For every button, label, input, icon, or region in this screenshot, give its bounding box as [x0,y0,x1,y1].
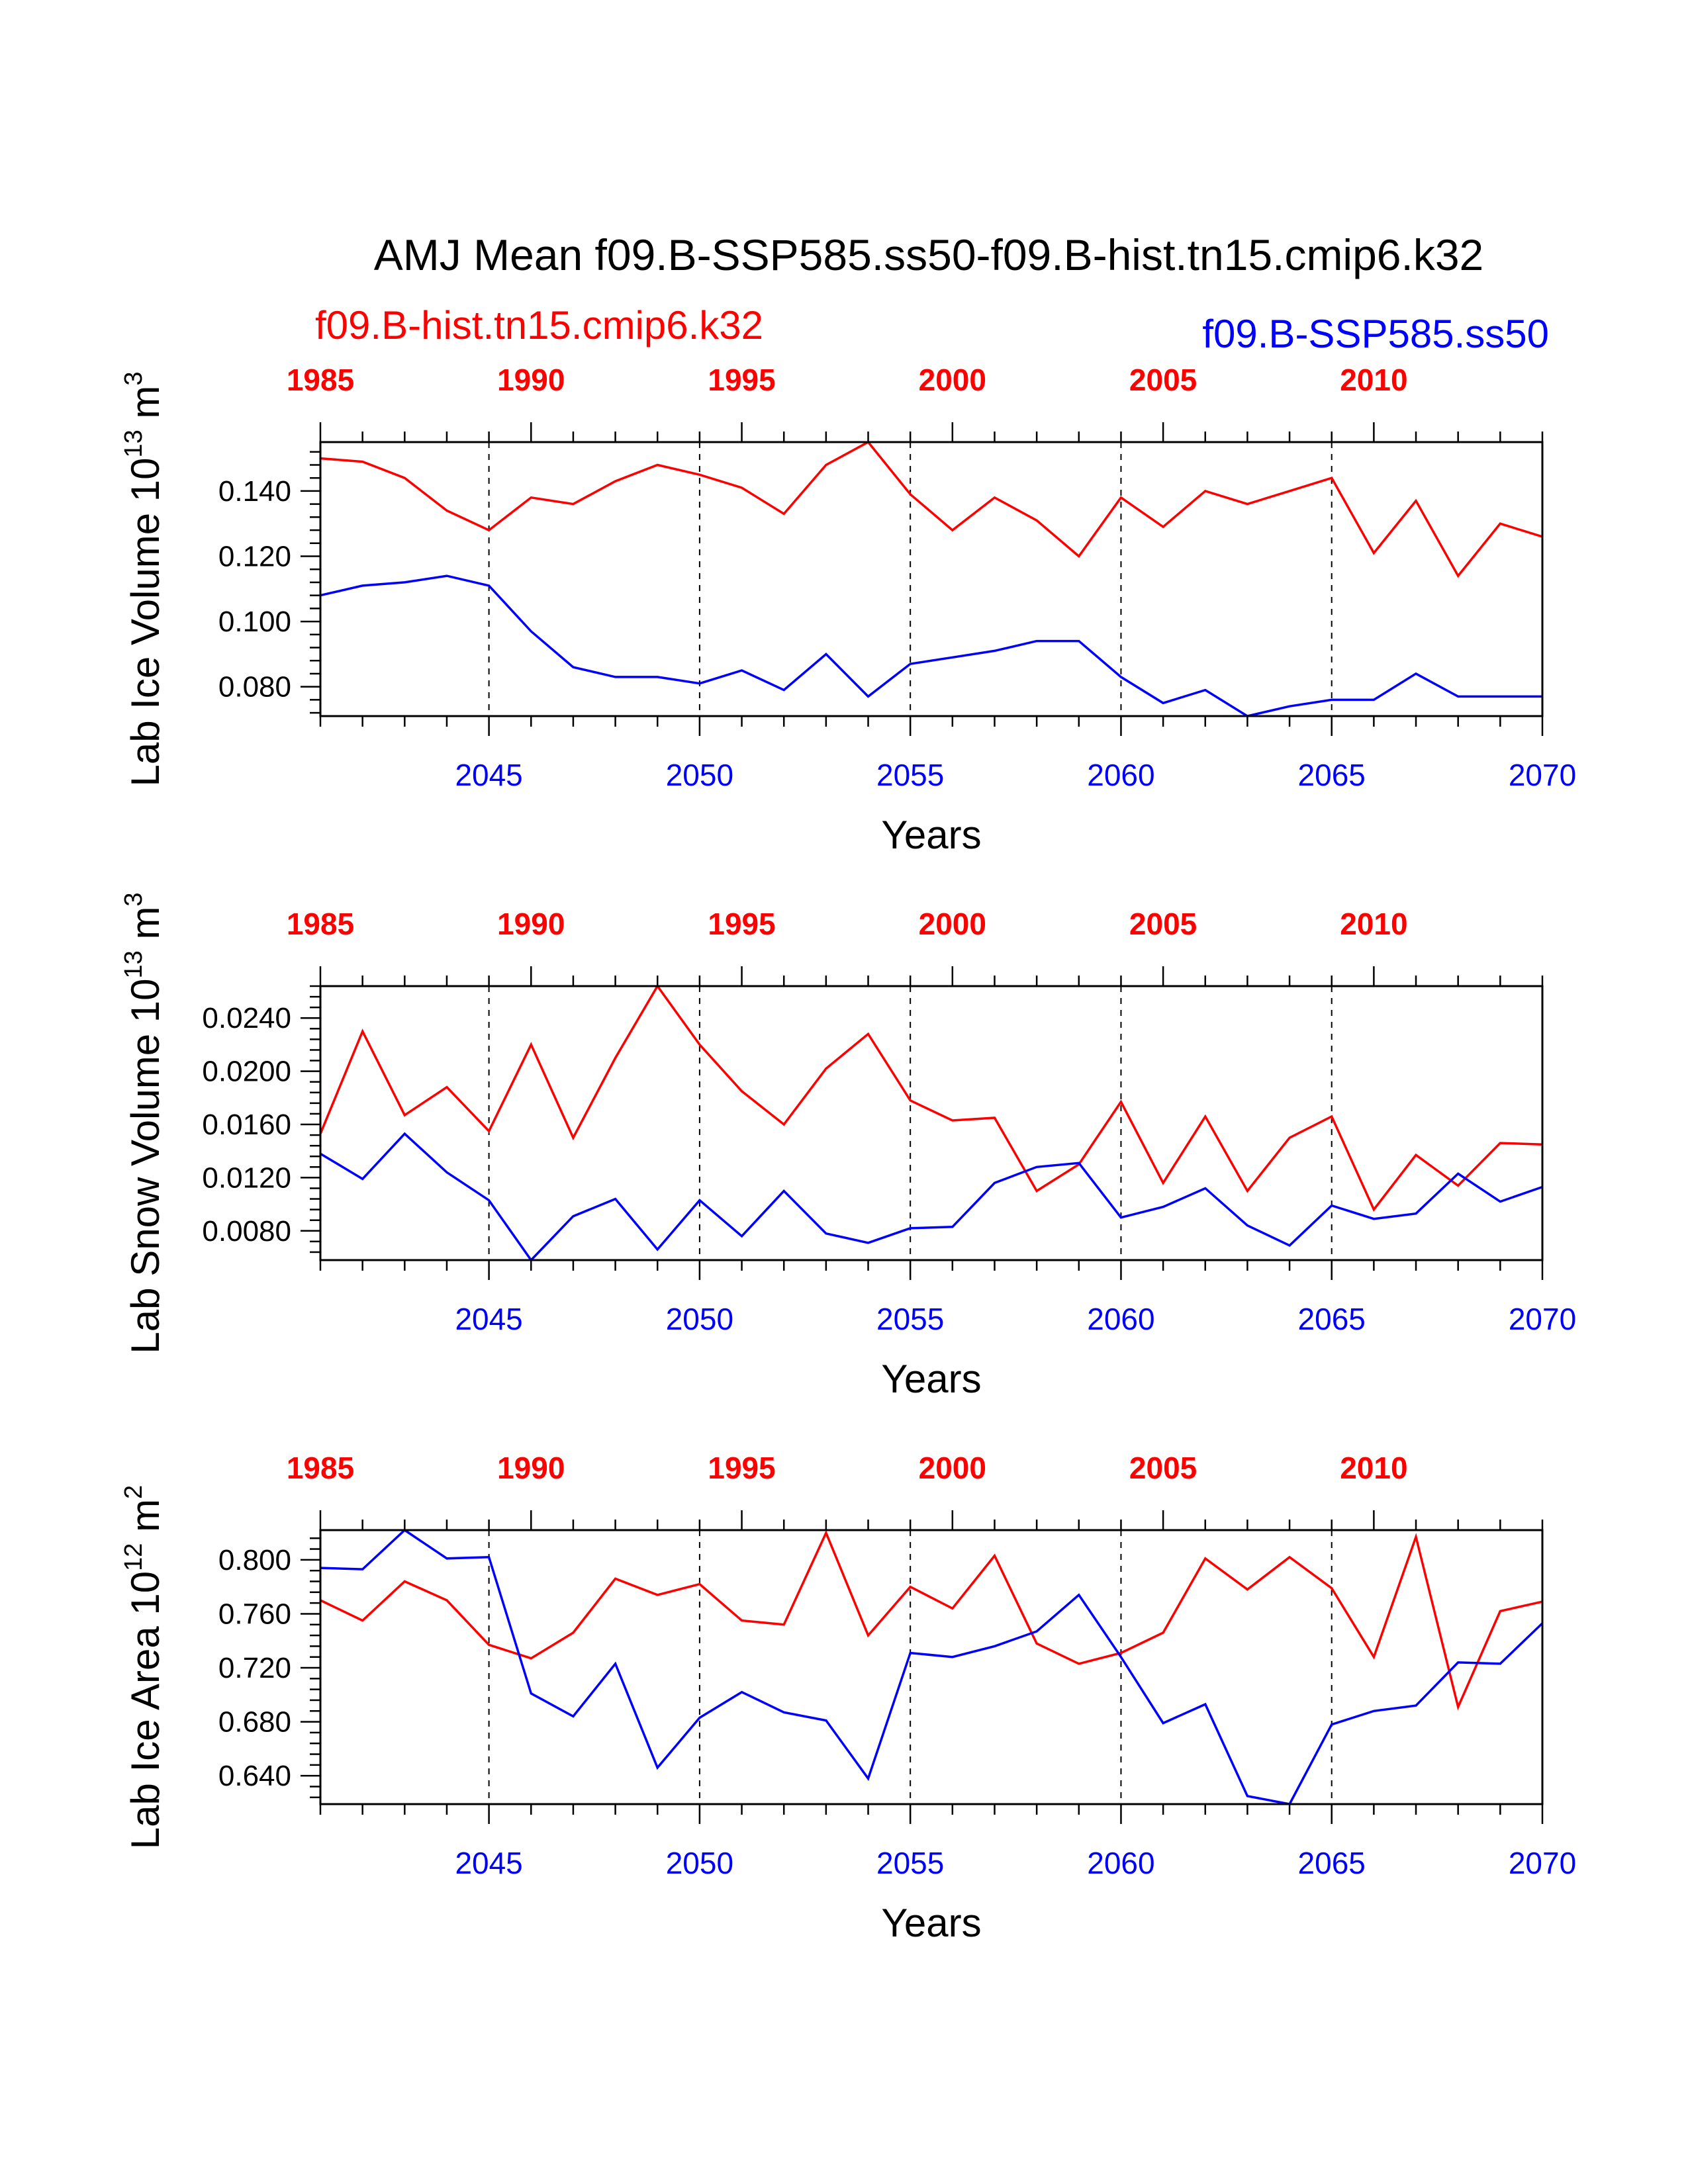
ssp-series-line [320,574,1542,717]
y-tick-label: 0.0240 [202,1002,291,1034]
legend-hist-label: f09.B-hist.tn15.cmip6.k32 [315,303,763,347]
bottom-tick-label: 2065 [1298,1846,1366,1880]
panels: 2045 2050 2055 2060 2065 2070 1985 1990 1995 2000… [120,363,1576,1945]
y-tick-label: 0.080 [218,671,291,704]
y-axis-title: Lab Snow Volume 1013 m3 [120,892,167,1353]
top-tick-label: 1990 [497,1451,565,1485]
y-axis-title: Lab Ice Volume 1013 m3 [120,371,167,786]
bottom-tick-label: 2070 [1509,758,1576,792]
bottom-tick-label: 2045 [455,1302,522,1336]
y-tick-label: 0.120 [218,541,291,573]
top-tick-label: 2010 [1340,363,1407,397]
x-axis-title: Years [881,813,981,857]
y-tick-label: 0.760 [218,1598,291,1630]
y-tick-label: 0.0160 [202,1109,291,1141]
top-tick-label: 1985 [287,907,354,941]
bottom-tick-label: 2060 [1087,758,1154,792]
bottom-tick-label: 2055 [876,1302,944,1336]
bottom-tick-label: 2045 [455,758,522,792]
top-tick-label: 1985 [287,363,354,397]
top-tick-label: 2010 [1340,907,1407,941]
bottom-tick-label: 2060 [1087,1302,1154,1336]
y-tick-label: 0.800 [218,1544,291,1576]
figure-title: AMJ Mean f09.B-SSP585.ss50-f09.B-hist.tn… [374,230,1484,279]
top-tick-label: 2000 [919,1451,986,1485]
bottom-tick-label: 2065 [1298,758,1366,792]
x-axis-title: Years [881,1901,981,1945]
ssp-series-line [320,1132,1543,1262]
bottom-tick-label: 2045 [455,1846,522,1880]
bottom-tick-label: 2070 [1509,1302,1576,1336]
hist-series-line [319,983,1543,1212]
y-tick-label: 0.720 [218,1652,291,1684]
panel-2: 2045 2050 2055 2060 2065 2070 1985 1990 1995 2000… [120,892,1576,1401]
y-tick-label: 0.0120 [202,1161,291,1194]
top-tick-label: 1990 [497,363,565,397]
y-tick-label: 0.0200 [202,1056,291,1088]
y-tick-label: 0.640 [218,1760,291,1792]
bottom-tick-label: 2055 [876,1846,944,1880]
top-tick-label: 2005 [1129,363,1197,397]
plot-frame [319,985,1544,1261]
top-tick-label: 2000 [919,363,986,397]
bottom-tick-label: 2065 [1298,1302,1366,1336]
hist-series-line [320,1529,1543,1711]
top-tick-label: 1995 [708,907,775,941]
y-tick-label: 0.100 [218,606,291,638]
top-tick-label: 1995 [708,1451,775,1485]
plot-frame [319,1529,1544,1805]
top-tick-label: 2005 [1129,907,1197,941]
plot-frame [319,441,1544,717]
top-tick-label: 1995 [708,363,775,397]
top-tick-label: 2010 [1340,1451,1407,1485]
hist-series-line [320,440,1543,578]
y-tick-label: 0.0080 [202,1215,291,1248]
bottom-tick-label: 2055 [876,758,944,792]
top-tick-label: 2000 [919,907,986,941]
y-tick-label: 0.140 [218,475,291,508]
bottom-tick-label: 2050 [666,1846,733,1880]
panel-3: 2045 2050 2055 2060 2065 2070 1985 1990 1995 2000… [120,1451,1576,1945]
legend-ssp-label: f09.B-SSP585.ss50 [1202,312,1549,356]
bottom-tick-label: 2050 [666,758,733,792]
x-axis-title: Years [881,1357,981,1401]
top-tick-label: 2005 [1129,1451,1197,1485]
bottom-tick-label: 2050 [666,1302,733,1336]
bottom-tick-label: 2060 [1087,1846,1154,1880]
ssp-series-line [320,1528,1544,1805]
top-tick-label: 1985 [287,1451,354,1485]
bottom-tick-label: 2070 [1509,1846,1576,1880]
y-axis-title: Lab Ice Area 1012 m2 [120,1485,167,1849]
top-tick-label: 1990 [497,907,565,941]
y-tick-label: 0.680 [218,1706,291,1739]
panel-1: 2045 2050 2055 2060 2065 2070 1985 1990 1995 2000… [120,363,1576,857]
